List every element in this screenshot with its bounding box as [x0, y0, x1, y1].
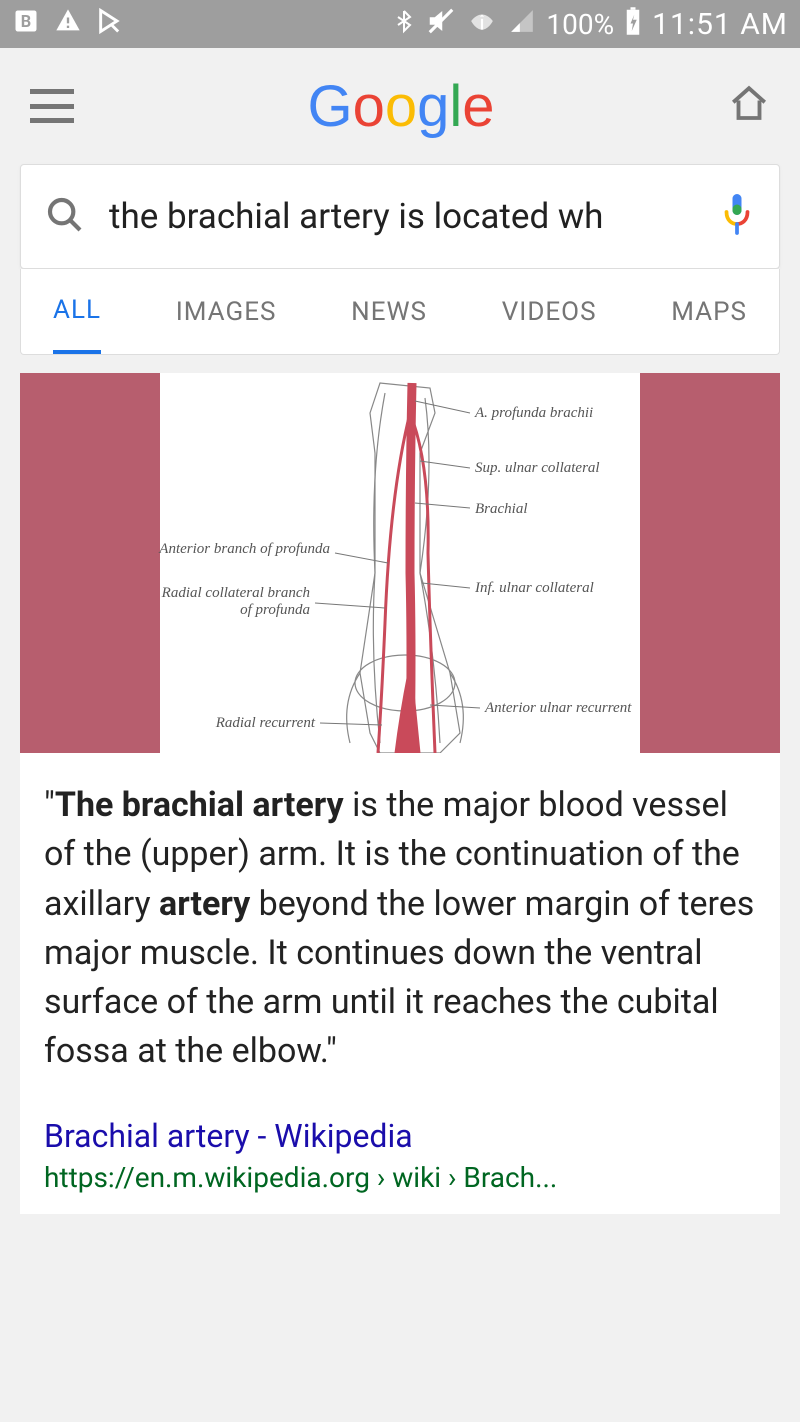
hamburger-menu-icon[interactable]: [30, 89, 74, 123]
status-left-icons: B: [12, 7, 124, 42]
label-r2: Sup. ulnar collateral: [475, 460, 600, 477]
mute-icon: [426, 6, 456, 43]
featured-snippet: "The brachial artery is the major blood …: [20, 753, 780, 1087]
anatomy-diagram: Anterior branch of profunda Radial colla…: [160, 373, 640, 753]
label-l1: Anterior branch of profunda: [159, 541, 330, 558]
snippet-bold1: The brachial artery: [55, 785, 344, 825]
result-image[interactable]: Anterior branch of profunda Radial colla…: [20, 373, 780, 753]
svg-text:B: B: [21, 11, 31, 30]
snippet-quote-open: ": [44, 785, 55, 825]
search-result[interactable]: Brachial artery - Wikipedia https://en.m…: [20, 1087, 780, 1214]
signal-icon: [508, 8, 536, 41]
tab-images[interactable]: IMAGES: [176, 269, 277, 354]
label-l3: Radial recurrent: [216, 715, 315, 732]
bluetooth-icon: [392, 6, 416, 43]
logo-e: e: [462, 74, 494, 139]
tab-maps[interactable]: MAPS: [671, 269, 747, 354]
status-bar: B 100% 11:51 AM: [0, 0, 800, 48]
tab-videos[interactable]: VIDEOS: [502, 269, 597, 354]
wifi-icon: [466, 8, 498, 41]
label-l2: Radial collateral branch of profunda: [150, 585, 310, 619]
logo-o2: o: [385, 74, 417, 139]
snippet-bold2: artery: [159, 884, 250, 924]
notification-icon: B: [12, 7, 40, 42]
search-box[interactable]: the brachial artery is located wh: [20, 164, 780, 269]
logo-l: l: [449, 74, 462, 139]
result-url: https://en.m.wikipedia.org › wiki › Brac…: [44, 1161, 756, 1194]
logo-g2: g: [417, 74, 449, 139]
search-icon: [45, 195, 85, 239]
app-header: Google: [0, 48, 800, 164]
tab-all[interactable]: ALL: [53, 269, 101, 354]
battery-icon: [624, 6, 642, 43]
label-r3: Brachial: [475, 501, 528, 518]
battery-text: 100%: [546, 8, 614, 41]
label-r4: Inf. ulnar collateral: [475, 580, 594, 597]
warning-icon: [54, 7, 82, 42]
search-tabs: ALL IMAGES NEWS VIDEOS MAPS: [20, 269, 780, 355]
label-r1: A. profunda brachii: [475, 405, 593, 422]
mic-icon[interactable]: [719, 191, 755, 243]
logo-o1: o: [353, 74, 385, 139]
status-right-icons: 100% 11:51 AM: [392, 6, 788, 43]
status-time: 11:51 AM: [652, 7, 788, 42]
image-left-border: [20, 373, 160, 753]
search-input[interactable]: the brachial artery is located wh: [85, 196, 719, 237]
label-r5: Anterior ulnar recurrent: [485, 700, 631, 717]
logo-g1: G: [307, 74, 352, 139]
image-right-border: [640, 373, 780, 753]
home-icon[interactable]: [728, 83, 770, 129]
play-store-icon: [96, 7, 124, 42]
tab-news[interactable]: NEWS: [351, 269, 427, 354]
result-title[interactable]: Brachial artery - Wikipedia: [44, 1117, 756, 1155]
google-logo[interactable]: Google: [74, 73, 728, 140]
